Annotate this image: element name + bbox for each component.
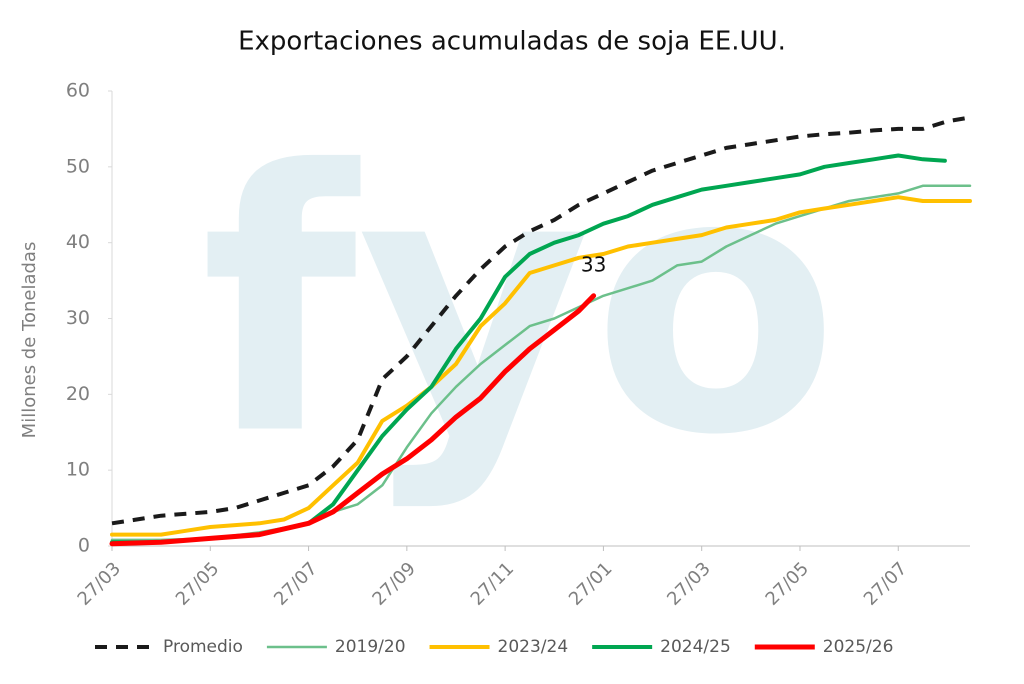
y-tick-label: 10: [66, 459, 90, 481]
x-tick-label: 27/07: [270, 558, 322, 610]
legend-label: 2024/25: [660, 637, 731, 657]
series-line: [111, 115, 971, 526]
y-tick-label: 30: [66, 307, 90, 329]
x-tick-label: 27/03: [663, 558, 715, 610]
series-line: [110, 195, 972, 537]
series-line: [110, 153, 947, 545]
legend-label: 2023/24: [498, 637, 569, 657]
y-tick-label: 40: [66, 231, 90, 253]
x-tick-label: 27/01: [565, 558, 617, 610]
y-tick-label: 50: [66, 155, 90, 177]
x-tick-label: 27/05: [172, 558, 224, 610]
x-tick-label: 27/09: [368, 558, 420, 610]
legend-label: 2025/26: [823, 637, 894, 657]
y-tick-label: 0: [78, 535, 90, 557]
x-tick-label: 27/07: [860, 558, 912, 610]
x-tick-label: 27/05: [762, 558, 814, 610]
chart-title: Exportaciones acumuladas de soja EE.UU.: [238, 27, 786, 57]
y-tick-label: 60: [66, 80, 90, 102]
data-label: 33: [581, 252, 606, 276]
y-axis-label: Millones de Toneladas: [19, 242, 40, 439]
legend-label: 2019/20: [335, 637, 406, 657]
legend-label: Promedio: [163, 637, 243, 657]
series-line: [109, 293, 597, 547]
watermark: fyo: [201, 94, 840, 513]
x-tick-label: 27/11: [467, 558, 519, 610]
x-tick-label: 27/03: [74, 558, 126, 610]
y-tick-label: 20: [66, 383, 90, 405]
